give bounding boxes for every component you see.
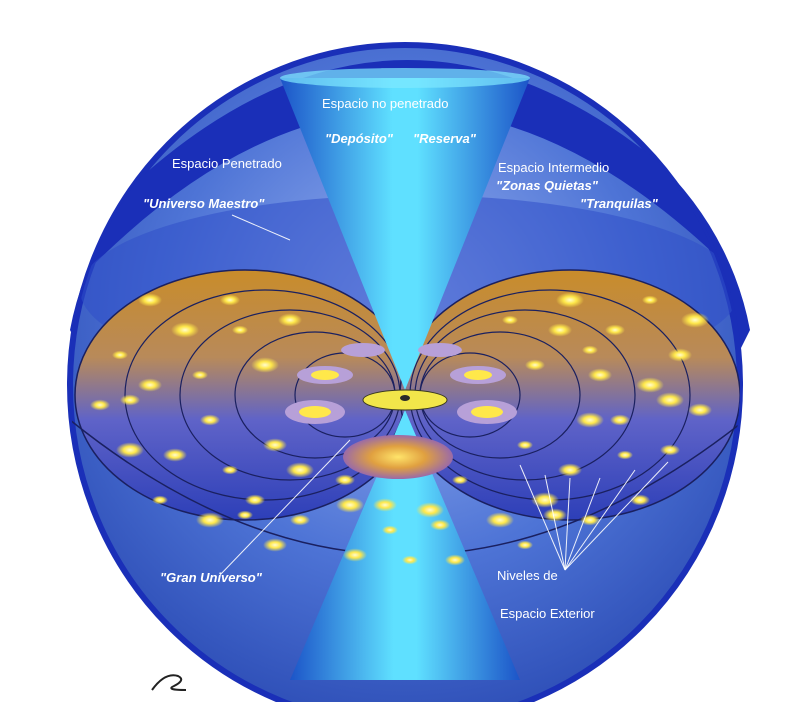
leader-grand-universe [219,439,351,576]
galaxy [588,368,612,382]
galaxy [681,312,709,328]
galaxy [112,350,128,360]
galaxy [222,465,238,475]
galaxy [656,392,684,408]
upper-dark-band [70,60,740,300]
galaxy [290,514,310,526]
galaxy [232,325,248,335]
galaxy [525,359,545,371]
galaxy [430,519,450,531]
galaxy [531,492,559,508]
label-grand-universe: "Gran Universo" [160,570,263,585]
galaxy [610,414,630,426]
galaxy [402,555,418,565]
galaxy [630,494,650,506]
galaxy [668,348,692,362]
galaxy [636,377,664,393]
lower-space-cone [290,410,520,680]
galaxy [335,474,355,486]
galaxy [138,293,162,307]
galaxy [605,324,625,336]
galaxy-field [90,292,712,566]
label-tranquil: "Tranquilas" [580,196,659,211]
label-intermediate-space: Espacio Intermedio [498,160,609,175]
galaxy [642,295,658,305]
galaxy [138,378,162,392]
galaxy [163,448,187,462]
galaxy [660,444,680,456]
galaxy [286,462,314,478]
galaxy [237,510,253,520]
galaxy [192,370,208,380]
galaxy [200,414,220,426]
label-outer-space: Espacio Exterior [500,606,595,621]
galaxy [452,475,468,485]
galaxy [196,512,224,528]
galaxy [220,294,240,306]
galaxy [416,502,444,518]
galaxy [558,463,582,477]
galaxy [543,508,567,522]
galaxy [502,315,518,325]
galaxy [263,538,287,552]
galaxy [688,403,712,417]
leader-exterior-levels [519,461,669,571]
label-quiet-zones: "Zonas Quietas" [496,178,599,193]
galaxy [548,323,572,337]
galaxy [343,548,367,562]
galaxy [445,554,465,566]
galaxy [517,540,533,550]
label-reserve: "Reserva" [413,131,477,146]
label-unpenetrated-space: Espacio no penetrado [322,96,448,111]
galaxy [171,322,199,338]
galaxy [251,357,279,373]
galaxy [617,450,633,460]
label-levels-of: Niveles de [497,568,558,583]
galaxy [373,498,397,512]
galaxy [517,440,533,450]
galaxy [152,495,168,505]
galaxy [120,394,140,406]
galaxy [556,292,584,308]
galaxy [582,345,598,355]
galaxy [245,494,265,506]
galaxy [263,438,287,452]
galaxy [382,525,398,535]
grand-universe-nebula [343,435,453,479]
leader-master-universe [231,214,291,241]
galaxy [336,497,364,513]
signature-mark [151,674,187,691]
inner-galaxies [285,343,517,424]
galaxy [116,442,144,458]
galaxy [278,313,302,327]
galaxy [486,512,514,528]
galaxy [90,399,110,411]
label-deposit: "Depósito" [325,131,394,146]
label-master-universe: "Universo Maestro" [143,196,265,211]
galaxy [576,412,604,428]
unpenetrated-space-cone [280,78,530,390]
label-penetrated-space: Espacio Penetrado [172,156,282,171]
